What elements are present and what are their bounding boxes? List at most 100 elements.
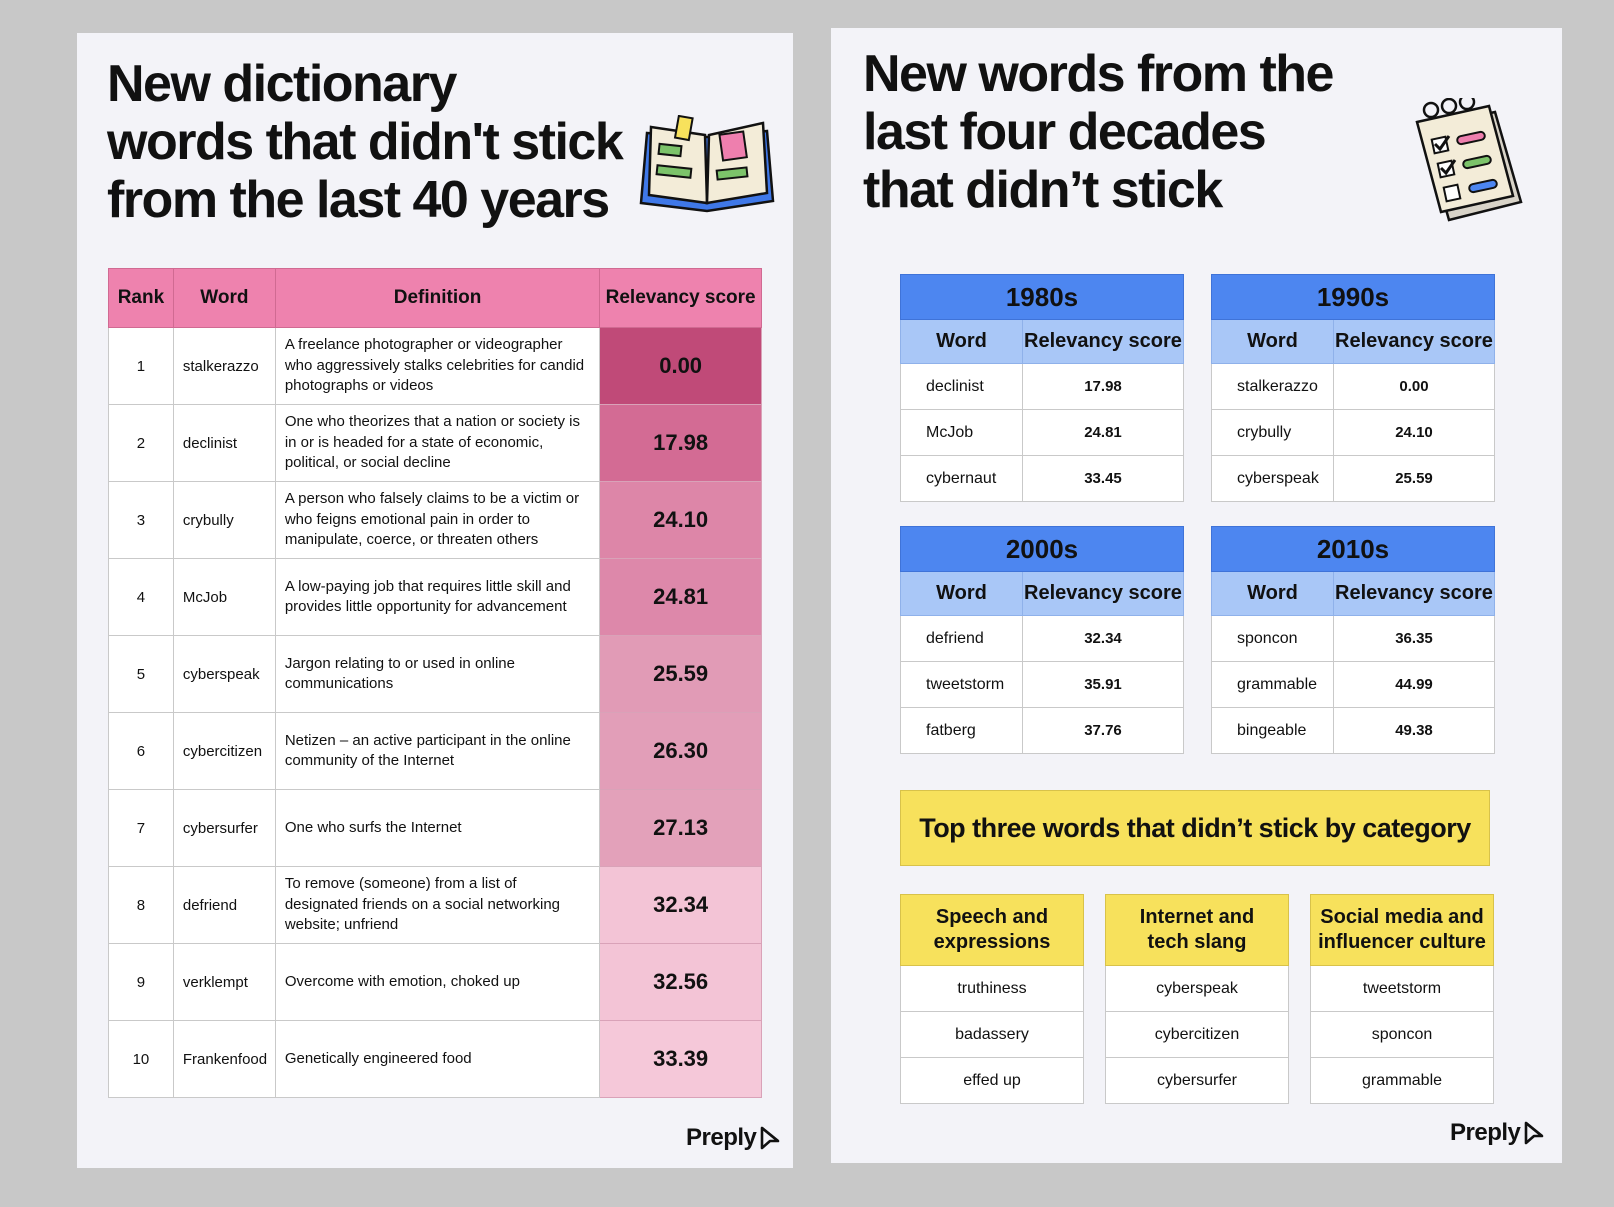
table-row: fatberg 37.76 xyxy=(900,707,1184,754)
definition-cell: A low-paying job that requires little sk… xyxy=(274,558,601,636)
word-cell: defriend xyxy=(900,615,1023,662)
word-cell: cybercitizen xyxy=(172,712,276,790)
list-item: cybersurfer xyxy=(1105,1057,1289,1104)
table-row: cybernaut 33.45 xyxy=(900,455,1184,502)
score-cell: 25.59 xyxy=(599,635,762,713)
word-cell: McJob xyxy=(900,409,1023,456)
word-cell: stalkerazzo xyxy=(172,327,276,405)
definition-cell: A freelance photographer or videographer… xyxy=(274,327,601,405)
score-cell: 32.56 xyxy=(599,943,762,1021)
table-row: 4 McJob A low-paying job that requires lit… xyxy=(108,558,762,636)
title-line: that didn’t stick xyxy=(863,161,1223,219)
list-item: badassery xyxy=(900,1011,1084,1058)
definition-cell: Genetically engineered food xyxy=(274,1020,601,1098)
category-table-internet: Internet and tech slang cyberspeak cyberc… xyxy=(1105,894,1289,1104)
table-row: defriend 32.34 xyxy=(900,615,1184,662)
rank-cell: 4 xyxy=(108,558,174,636)
definition-cell: Jargon relating to or used in online com… xyxy=(274,635,601,713)
definition-cell: One who surfs the Internet xyxy=(274,789,601,867)
column-header-relevancy-score: Relevancy score xyxy=(1022,571,1184,616)
score-cell: 44.99 xyxy=(1333,661,1495,708)
checklist-notepad-icon xyxy=(1415,98,1523,222)
table-row: 1 stalkerazzo A freelance photographer or … xyxy=(108,327,762,405)
table-row: 10 Frankenfood Genetically engineered food… xyxy=(108,1020,762,1098)
word-cell: declinist xyxy=(172,404,276,482)
left-page-title: New dictionary words that didn't stick f… xyxy=(107,55,627,229)
table-row: 7 cybersurfer One who surfs the Internet 27… xyxy=(108,789,762,867)
table-row: crybully 24.10 xyxy=(1211,409,1495,456)
rank-cell: 9 xyxy=(108,943,174,1021)
list-item: cyberspeak xyxy=(1105,965,1289,1012)
decade-label: 2010s xyxy=(1211,526,1495,572)
word-cell: tweetstorm xyxy=(900,661,1023,708)
table-row: 5 cyberspeak Jargon relating to or used in… xyxy=(108,635,762,713)
category-word: cybersurfer xyxy=(1105,1057,1289,1104)
title-line: New dictionary xyxy=(107,55,457,113)
word-cell: crybully xyxy=(172,481,276,559)
rank-cell: 2 xyxy=(108,404,174,482)
score-cell: 24.10 xyxy=(1333,409,1495,456)
score-cell: 33.45 xyxy=(1022,455,1184,502)
rank-cell: 6 xyxy=(108,712,174,790)
category-word: truthiness xyxy=(900,965,1084,1012)
score-cell: 17.98 xyxy=(1022,363,1184,410)
preply-mark-icon xyxy=(1525,1121,1544,1145)
column-header-word: Word xyxy=(900,571,1023,616)
list-item: cybercitizen xyxy=(1105,1011,1289,1058)
definition-cell: One who theorizes that a nation or socie… xyxy=(274,404,601,482)
right-infographic-panel: New words from the last four decades tha… xyxy=(831,28,1562,1163)
word-cell: fatberg xyxy=(900,707,1023,754)
category-name-line: Internet and xyxy=(1139,906,1255,928)
decade-label: 2000s xyxy=(900,526,1184,572)
table-row: cyberspeak 25.59 xyxy=(1211,455,1495,502)
score-cell: 36.35 xyxy=(1333,615,1495,662)
word-cell: defriend xyxy=(172,866,276,944)
column-header-definition: Definition xyxy=(274,268,601,328)
word-cell: sponcon xyxy=(1211,615,1334,662)
category-name-line: tech slang xyxy=(1147,931,1247,953)
rank-cell: 3 xyxy=(108,481,174,559)
column-header-word: Word xyxy=(1211,319,1334,364)
title-line: words that didn't stick xyxy=(107,113,624,171)
score-cell: 24.81 xyxy=(599,558,762,636)
table-row: grammable 44.99 xyxy=(1211,661,1495,708)
table-row: stalkerazzo 0.00 xyxy=(1211,363,1495,410)
preply-logo: Preply xyxy=(686,1124,781,1152)
rank-cell: 8 xyxy=(108,866,174,944)
list-item: effed up xyxy=(900,1057,1084,1104)
score-cell: 17.98 xyxy=(599,404,762,482)
rank-cell: 1 xyxy=(108,327,174,405)
column-header-rank: Rank xyxy=(108,268,174,328)
score-cell: 37.76 xyxy=(1022,707,1184,754)
rank-cell: 5 xyxy=(108,635,174,713)
decade-label: 1990s xyxy=(1211,274,1495,320)
score-cell: 32.34 xyxy=(1022,615,1184,662)
preply-mark-icon xyxy=(761,1126,780,1150)
title-line: New words from the xyxy=(863,45,1334,103)
preply-logo: Preply xyxy=(1450,1119,1545,1147)
logo-text: Preply xyxy=(1450,1119,1521,1146)
table-row: declinist 17.98 xyxy=(900,363,1184,410)
definition-cell: Netizen – an active participant in the o… xyxy=(274,712,601,790)
rank-cell: 7 xyxy=(108,789,174,867)
column-header-word: Word xyxy=(1211,571,1334,616)
score-cell: 25.59 xyxy=(1333,455,1495,502)
word-cell: verklempt xyxy=(172,943,276,1021)
category-word: cybercitizen xyxy=(1105,1011,1289,1058)
list-item: grammable xyxy=(1310,1057,1494,1104)
category-banner: Top three words that didn’t stick by cat… xyxy=(900,790,1490,866)
table-row: 6 cybercitizen Netizen – an active partici… xyxy=(108,712,762,790)
category-word: sponcon xyxy=(1310,1011,1494,1058)
rank-cell: 10 xyxy=(108,1020,174,1098)
column-header-relevancy-score: Relevancy score xyxy=(1333,571,1495,616)
category-header: Social media and influencer culture xyxy=(1310,894,1494,966)
score-cell: 33.39 xyxy=(599,1020,762,1098)
decade-table-1980s: 1980s Word Relevancy score declinist 17.98… xyxy=(900,274,1184,502)
definition-cell: To remove (someone) from a list of desig… xyxy=(274,866,601,944)
score-cell: 24.10 xyxy=(599,481,762,559)
right-page-title: New words from the last four decades tha… xyxy=(863,45,1383,219)
category-word: effed up xyxy=(900,1057,1084,1104)
table-row: bingeable 49.38 xyxy=(1211,707,1495,754)
table-row: McJob 24.81 xyxy=(900,409,1184,456)
word-cell: cybernaut xyxy=(900,455,1023,502)
